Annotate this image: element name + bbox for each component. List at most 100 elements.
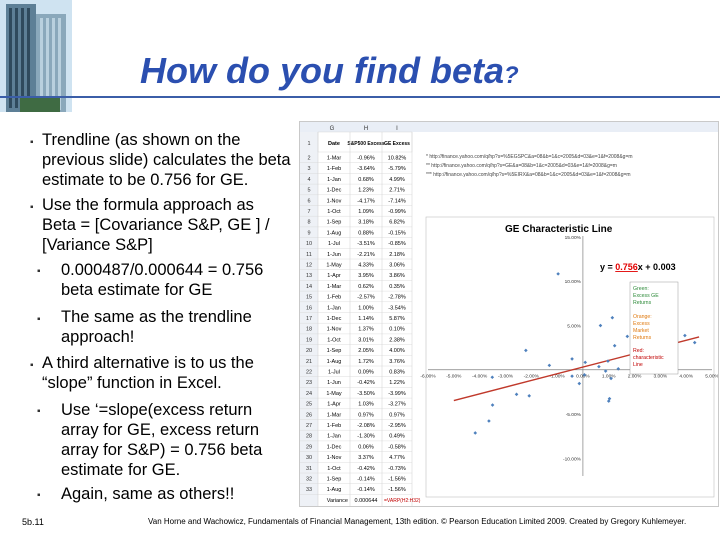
cell-date: 1-Mar (327, 156, 342, 162)
cell-ge: 0.83% (389, 370, 405, 376)
legend-orange: Excess (633, 321, 650, 327)
row-number: 18 (306, 327, 312, 333)
summary-formula: =VARP(H2:H32) (384, 498, 421, 504)
summary-label: Variance (327, 498, 348, 504)
cell-ge: -2.78% (388, 295, 406, 301)
cell-sp500: -0.14% (357, 487, 375, 493)
sub-bullet-marker: ▪ (37, 406, 41, 417)
cell-date: 1-Apr (327, 273, 341, 279)
scatter-point (487, 419, 491, 423)
row-number: 15 (306, 295, 312, 301)
cell-ge: -3.54% (388, 305, 406, 311)
x-tick-label: 2.00% (628, 374, 642, 380)
cell-sp500: 0.06% (358, 444, 374, 450)
row-number: 22 (306, 370, 312, 376)
row-number: 21 (306, 359, 312, 365)
row-number: 24 (306, 391, 312, 397)
cell-ge: 2.71% (389, 188, 405, 194)
column-header-i: I (396, 126, 398, 132)
cell-sp500: -0.96% (357, 156, 375, 162)
legend-orange: Market (633, 328, 649, 334)
cell-date: 1-Sep (327, 477, 342, 483)
bullet-item: Use the formula approach as Beta = [Cova… (42, 196, 270, 254)
scatter-point (556, 272, 560, 276)
scatter-point (607, 396, 612, 401)
row-number: 16 (306, 305, 312, 311)
cell-date: 1-Oct (327, 466, 341, 472)
cell-sp500: 0.09% (358, 370, 374, 376)
sub-bullet-item: Use ‘=slope(excess return array for GE, … (61, 401, 263, 479)
cell-date: 1-Feb (327, 295, 341, 301)
cell-date: 1-Nov (327, 198, 342, 204)
row-number: 10 (306, 241, 312, 247)
row-number: 28 (306, 434, 312, 440)
x-tick-label: -1.00% (549, 374, 565, 380)
scatter-point (598, 323, 603, 328)
cell-date: 1-Dec (327, 316, 342, 322)
scatter-point (616, 367, 621, 371)
cell-sp500: -3.64% (357, 166, 375, 172)
scatter-point (603, 369, 608, 373)
cell-date: 1-Jan (327, 434, 341, 440)
title-divider (0, 96, 720, 98)
bullet-marker: ▪ (30, 360, 34, 371)
scatter-point (606, 359, 610, 363)
legend-green: Green: (633, 286, 649, 292)
x-tick-label: -4.00% (472, 374, 488, 380)
row-number: 31 (306, 466, 312, 472)
cell-ge: 4.77% (389, 455, 405, 461)
x-tick-label: -6.00% (420, 374, 436, 380)
cell-date: 1-Jul (328, 370, 340, 376)
legend-orange: Orange: (633, 314, 652, 320)
cell-sp500: 1.03% (358, 402, 374, 408)
sub-bullet-marker: ▪ (37, 490, 41, 501)
footer-citation: Van Horne and Wachowicz, Fundamentals of… (148, 517, 687, 526)
cell-sp500: 0.68% (358, 177, 374, 183)
cell-ge: -3.27% (388, 402, 406, 408)
bullet-marker: ▪ (30, 137, 34, 148)
source-url: *** http://finance.yahoo.com/q/hp?s=%5EI… (426, 172, 631, 178)
title-question-mark: ? (503, 62, 519, 89)
row-number: 30 (306, 455, 312, 461)
row-number: 6 (307, 198, 310, 204)
cell-sp500: 1.00% (358, 305, 374, 311)
row-number: 7 (307, 209, 310, 215)
cell-ge: -0.15% (388, 230, 406, 236)
y-tick-label: 10.00% (565, 279, 582, 285)
scatter-point (612, 343, 617, 348)
column-header-h: H (364, 126, 368, 132)
sub-bullet-item: 0.000487/0.000644 = 0.756 beta estimate … (61, 261, 264, 299)
cell-ge: -7.14% (388, 198, 406, 204)
cell-ge: -0.58% (388, 444, 406, 450)
cell-date: 1-Aug (327, 359, 342, 365)
cell-date: 1-Nov (327, 327, 342, 333)
cell-ge: 2.18% (389, 252, 405, 258)
trend-equation: y = 0.756x + 0.003 (600, 262, 676, 272)
column-header-g: G (330, 126, 335, 132)
legend-red: Red: (633, 348, 644, 354)
row-number: 26 (306, 412, 312, 418)
scatter-point (582, 373, 587, 377)
row-number: 14 (306, 284, 312, 290)
cell-ge: 1.22% (389, 380, 405, 386)
cell-ge: -0.99% (388, 209, 406, 215)
row-number: 3 (307, 166, 310, 172)
cell-sp500: -0.14% (357, 477, 375, 483)
cell-ge: 0.49% (389, 434, 405, 440)
cell-date: 1-May (326, 263, 342, 269)
cell-date: 1-Dec (327, 188, 342, 194)
cell-date: 1-Jan (327, 305, 341, 311)
row-number: 5 (307, 188, 310, 194)
cell-sp500: 3.37% (358, 455, 374, 461)
cell-sp500: 1.14% (358, 316, 374, 322)
spreadsheet-svg: G H I 1 Date S&P500 Excess GE Excess 2 1-Mar -0.9… (300, 122, 718, 506)
scatter-point (577, 381, 582, 386)
cell-sp500: 3.01% (358, 337, 374, 343)
cell-date: 1-Aug (327, 230, 342, 236)
source-url: * http://finance.yahoo.com/q/hp?s=%5EGSP… (426, 154, 633, 160)
legend-red: Line (633, 362, 643, 368)
scatter-point (583, 360, 588, 365)
row-number: 4 (307, 177, 310, 183)
cell-ge: 4.99% (389, 177, 405, 183)
cell-sp500: 1.23% (358, 188, 374, 194)
